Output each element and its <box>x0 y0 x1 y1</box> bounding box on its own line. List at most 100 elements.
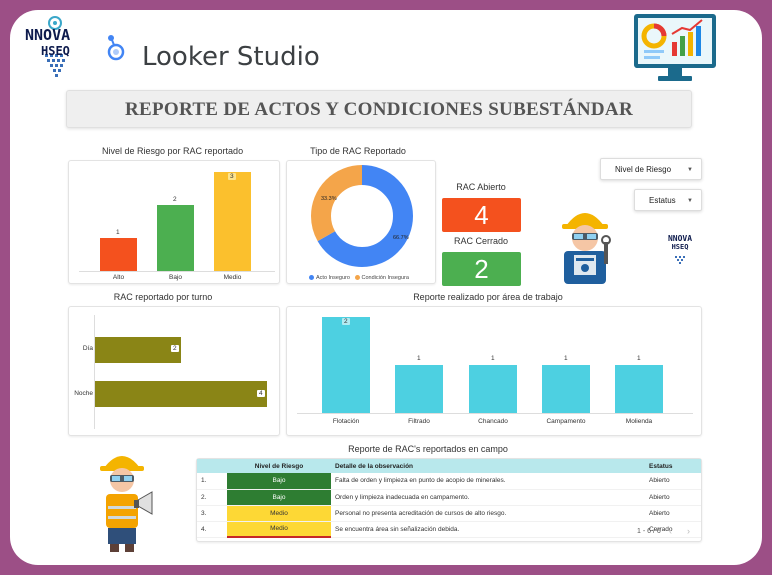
bar-filtrado-value: 1 <box>415 355 423 362</box>
side-nnova-logo: NNOVA HSEQ <box>658 234 702 268</box>
risk-level-filter[interactable]: Nivel de Riesgo ▼ <box>600 158 702 180</box>
status-filter[interactable]: Estatus ▼ <box>634 189 702 211</box>
bar-flotacion[interactable] <box>322 317 370 413</box>
shift-axis-line <box>94 315 95 429</box>
worker-megaphone-illustration-icon <box>94 444 164 556</box>
row-detail: Se encuentra área sin señalización debid… <box>331 521 645 538</box>
row-status: Abierto <box>645 505 701 522</box>
legend-dot-condicion <box>354 275 360 281</box>
legend-condicion: Condición Insegura <box>361 275 409 281</box>
label-molienda: Molienda <box>625 418 653 425</box>
label-chancado: Chancado <box>478 418 508 425</box>
bar-chancado-value: 1 <box>489 355 497 362</box>
pagination-text: 1 - 6 / 6 <box>637 528 661 535</box>
bar-campamento[interactable] <box>542 365 590 413</box>
shift-chart-title: RAC reportado por turno <box>113 292 213 302</box>
label-noche: Noche <box>74 390 93 397</box>
row-num: 3. <box>197 505 227 522</box>
bar-chancado[interactable] <box>469 365 517 413</box>
legend-dot-acto <box>309 275 314 281</box>
row-detail: Falta de orden y limpieza en punto de ac… <box>331 473 645 490</box>
bar-campamento-value: 1 <box>562 355 570 362</box>
brand-line2: HSEQ <box>41 44 70 58</box>
rac-table[interactable]: Nivel de Riesgo Detalle de la observació… <box>196 458 702 542</box>
bar-alto-value: 1 <box>114 229 122 236</box>
header-detail[interactable]: Detalle de la observación <box>331 459 645 473</box>
row-level: Bajo <box>227 489 331 506</box>
worker-illustration-icon <box>548 200 622 284</box>
bar-medio-value: 3 <box>228 173 236 180</box>
row-level: Medio <box>227 521 331 538</box>
header-status[interactable]: Estatus <box>645 459 701 473</box>
analytics-monitor-icon <box>632 12 718 84</box>
row-level: Bajo <box>227 473 331 490</box>
risk-filter-caret-icon: ▼ <box>687 167 693 173</box>
table-header-row: Nivel de Riesgo Detalle de la observació… <box>197 459 701 473</box>
bar-bajo-value: 2 <box>171 196 179 203</box>
label-medio: Medio <box>223 274 242 281</box>
table-row[interactable]: 1. Bajo Falta de orden y limpieza en pun… <box>197 473 701 490</box>
bar-bajo[interactable] <box>157 205 194 271</box>
prev-page-icon[interactable]: ‹ <box>669 526 672 536</box>
report-title-bar: REPORTE DE ACTOS Y CONDICIONES SUBESTÁND… <box>66 90 692 128</box>
label-alto: Alto <box>112 274 125 281</box>
bar-alto[interactable] <box>100 238 137 271</box>
bar-noche[interactable] <box>95 381 267 407</box>
report-canvas: REPORTE DE ACTOS Y CONDICIONES SUBESTÁND… <box>58 84 702 552</box>
rac-type-donut-chart[interactable]: 66.7% 33.3% Acto Inseguro Condición Inse… <box>286 160 436 284</box>
row-num: 1. <box>197 473 227 490</box>
table-title: Reporte de RAC's reportados en campo <box>348 444 508 454</box>
report-title: REPORTE DE ACTOS Y CONDICIONES SUBESTÁND… <box>125 99 633 120</box>
looker-studio-icon <box>104 32 126 62</box>
bar-filtrado[interactable] <box>395 365 443 413</box>
bar-noche-value: 4 <box>257 390 265 397</box>
table-row[interactable]: 2. Bajo Orden y limpieza inadecuada en c… <box>197 489 701 506</box>
kpi-open-value: 4 <box>442 198 521 232</box>
bar-molienda[interactable] <box>615 365 663 413</box>
row-detail: Personal no presenta acreditación de cur… <box>331 505 645 522</box>
next-page-icon[interactable]: › <box>687 526 690 536</box>
type-chart-title: Tipo de RAC Reportado <box>310 146 406 156</box>
table-row[interactable]: 3. Medio Personal no presenta acreditaci… <box>197 505 701 522</box>
kpi-closed-label: RAC Cerrado <box>453 236 509 246</box>
row-status: Cerrado <box>645 521 701 538</box>
slice-acto-label: 66.7% <box>393 235 409 241</box>
brand-line1: NNOVA <box>25 26 71 44</box>
table-row[interactable]: 4. Medio Se encuentra área sin señalizac… <box>197 521 701 538</box>
risk-level-chart[interactable]: 1 2 3 Alto Bajo Medio <box>68 160 280 284</box>
bar-dia[interactable] <box>95 337 181 363</box>
status-filter-label: Estatus <box>649 196 676 205</box>
side-logo-line1: NNOVA <box>667 234 693 243</box>
row-status: Abierto <box>645 473 701 490</box>
label-dia: Día <box>82 345 93 352</box>
shift-chart[interactable]: Día 2 Noche 4 <box>68 306 280 436</box>
bar-flotacion-value: 2 <box>342 318 350 325</box>
donut-legend: Acto Inseguro Condición Insegura <box>309 275 409 281</box>
area-axis-line <box>297 413 693 414</box>
bar-dia-value: 2 <box>171 345 179 352</box>
side-logo-dots-icon <box>675 256 685 264</box>
rac-table-grid: Nivel de Riesgo Detalle de la observació… <box>197 459 701 538</box>
label-filtrado: Filtrado <box>408 418 430 425</box>
row-detail: Orden y limpieza inadecuada en campament… <box>331 489 645 506</box>
slice-condicion-insegura <box>311 165 413 267</box>
risk-level-filter-label: Nivel de Riesgo <box>615 165 672 174</box>
row-level: Medio <box>227 505 331 522</box>
area-chart-title: Reporte realizado por área de trabajo <box>413 292 563 302</box>
area-chart[interactable]: 2 1 1 1 1 Flotación Filtrado Chancado Ca… <box>286 306 702 436</box>
kpi-closed-value: 2 <box>442 252 521 286</box>
header-num <box>197 459 227 473</box>
header-level[interactable]: Nivel de Riesgo <box>227 459 331 473</box>
row-num: 2. <box>197 489 227 506</box>
bar-molienda-value: 1 <box>635 355 643 362</box>
bar-medio[interactable] <box>214 172 251 271</box>
side-logo-line2: HSEQ <box>671 243 689 251</box>
kpi-open-label: RAC Abierto <box>456 182 506 192</box>
risk-axis-line <box>79 271 275 272</box>
label-flotacion: Flotación <box>332 418 360 425</box>
donut-svg <box>311 165 413 267</box>
slice-condicion-label: 33.3% <box>321 196 337 202</box>
label-campamento: Campamento <box>546 418 586 425</box>
product-name: Looker Studio <box>142 42 320 72</box>
row-status: Abierto <box>645 489 701 506</box>
